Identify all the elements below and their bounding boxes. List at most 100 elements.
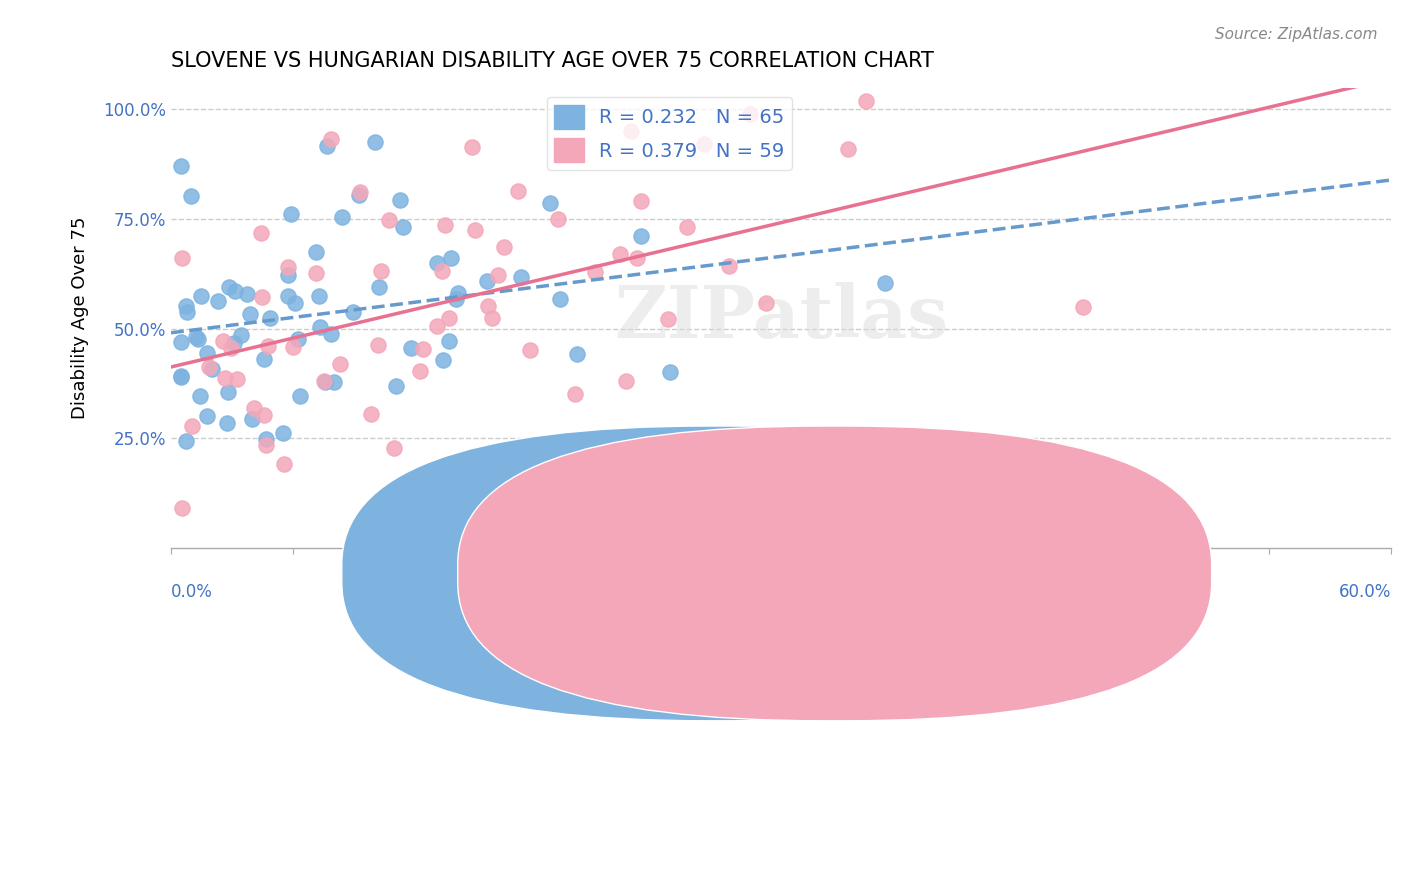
Point	[494, 240, 516, 254]
Point	[187, 332, 209, 346]
Point	[219, 341, 242, 355]
Point	[392, 219, 415, 234]
Point	[506, 184, 529, 198]
Text: 60.0%: 60.0%	[1339, 582, 1391, 601]
Point	[305, 267, 328, 281]
Text: ZIPatlas: ZIPatlas	[614, 282, 948, 353]
Point	[368, 280, 391, 294]
Point	[548, 292, 571, 306]
Point	[218, 280, 240, 294]
Point	[426, 318, 449, 333]
Point	[547, 212, 569, 227]
Point	[583, 265, 606, 279]
Point	[433, 219, 456, 233]
Point	[314, 374, 336, 388]
Point	[277, 260, 299, 274]
Point	[239, 307, 262, 321]
Point	[308, 289, 330, 303]
Point	[195, 409, 218, 423]
Point	[329, 357, 352, 371]
Point	[388, 194, 411, 208]
Point	[305, 244, 328, 259]
Y-axis label: Disability Age Over 75: Disability Age Over 75	[72, 217, 89, 419]
Point	[657, 312, 679, 326]
Point	[240, 411, 263, 425]
Point	[481, 310, 503, 325]
Point	[176, 434, 198, 448]
Point	[201, 361, 224, 376]
Point	[321, 132, 343, 146]
Point	[519, 343, 541, 358]
Point	[198, 360, 221, 375]
Point	[214, 370, 236, 384]
Point	[610, 429, 633, 443]
Point	[217, 385, 239, 400]
Point	[323, 375, 346, 389]
Point	[277, 268, 299, 283]
Point	[207, 294, 229, 309]
Point	[486, 268, 509, 282]
Point	[1073, 301, 1095, 315]
Point	[195, 346, 218, 360]
Point	[281, 339, 304, 353]
Point	[630, 194, 652, 209]
Point	[567, 347, 589, 361]
Point	[378, 213, 401, 227]
Point	[412, 342, 434, 356]
Text: 0.0%: 0.0%	[172, 582, 212, 601]
Point	[754, 296, 776, 310]
Point	[180, 188, 202, 202]
Point	[609, 247, 631, 261]
Point	[236, 287, 259, 301]
Point	[430, 264, 453, 278]
Point	[360, 408, 382, 422]
Text: SLOVENE VS HUNGARIAN DISABILITY AGE OVER 75 CORRELATION CHART: SLOVENE VS HUNGARIAN DISABILITY AGE OVER…	[172, 51, 934, 70]
Point	[477, 299, 499, 313]
Point	[399, 341, 422, 355]
Point	[837, 142, 859, 156]
Point	[257, 339, 280, 353]
Point	[280, 207, 302, 221]
Point	[460, 140, 482, 154]
Point	[277, 288, 299, 302]
Point	[367, 338, 389, 352]
Point	[184, 330, 207, 344]
Point	[614, 374, 637, 388]
Point	[170, 368, 193, 383]
Point	[287, 332, 309, 346]
Point	[253, 408, 276, 422]
Point	[330, 211, 353, 225]
Point	[319, 326, 342, 341]
Point	[181, 419, 204, 434]
Point	[408, 364, 430, 378]
Point	[349, 185, 371, 199]
Point	[464, 223, 486, 237]
Point	[658, 365, 681, 379]
Point	[259, 310, 281, 325]
Point	[309, 319, 332, 334]
Point	[370, 264, 392, 278]
Point	[174, 300, 197, 314]
Point	[256, 438, 278, 452]
Point	[630, 228, 652, 243]
Point	[250, 290, 273, 304]
Point	[170, 159, 193, 173]
Point	[243, 401, 266, 416]
Point	[224, 284, 246, 298]
Point	[440, 251, 463, 265]
Point	[284, 296, 307, 310]
Point	[447, 285, 470, 300]
Point	[254, 432, 277, 446]
Point	[271, 426, 294, 441]
Point	[252, 351, 274, 366]
Point	[222, 336, 245, 351]
Point	[676, 219, 699, 234]
Legend: R = 0.232   N = 65, R = 0.379   N = 59: R = 0.232 N = 65, R = 0.379 N = 59	[547, 97, 792, 170]
Point	[172, 500, 194, 515]
Point	[855, 94, 877, 108]
Point	[170, 370, 193, 384]
Point	[188, 389, 211, 403]
Point	[564, 387, 586, 401]
Point	[288, 389, 311, 403]
Point	[190, 289, 212, 303]
